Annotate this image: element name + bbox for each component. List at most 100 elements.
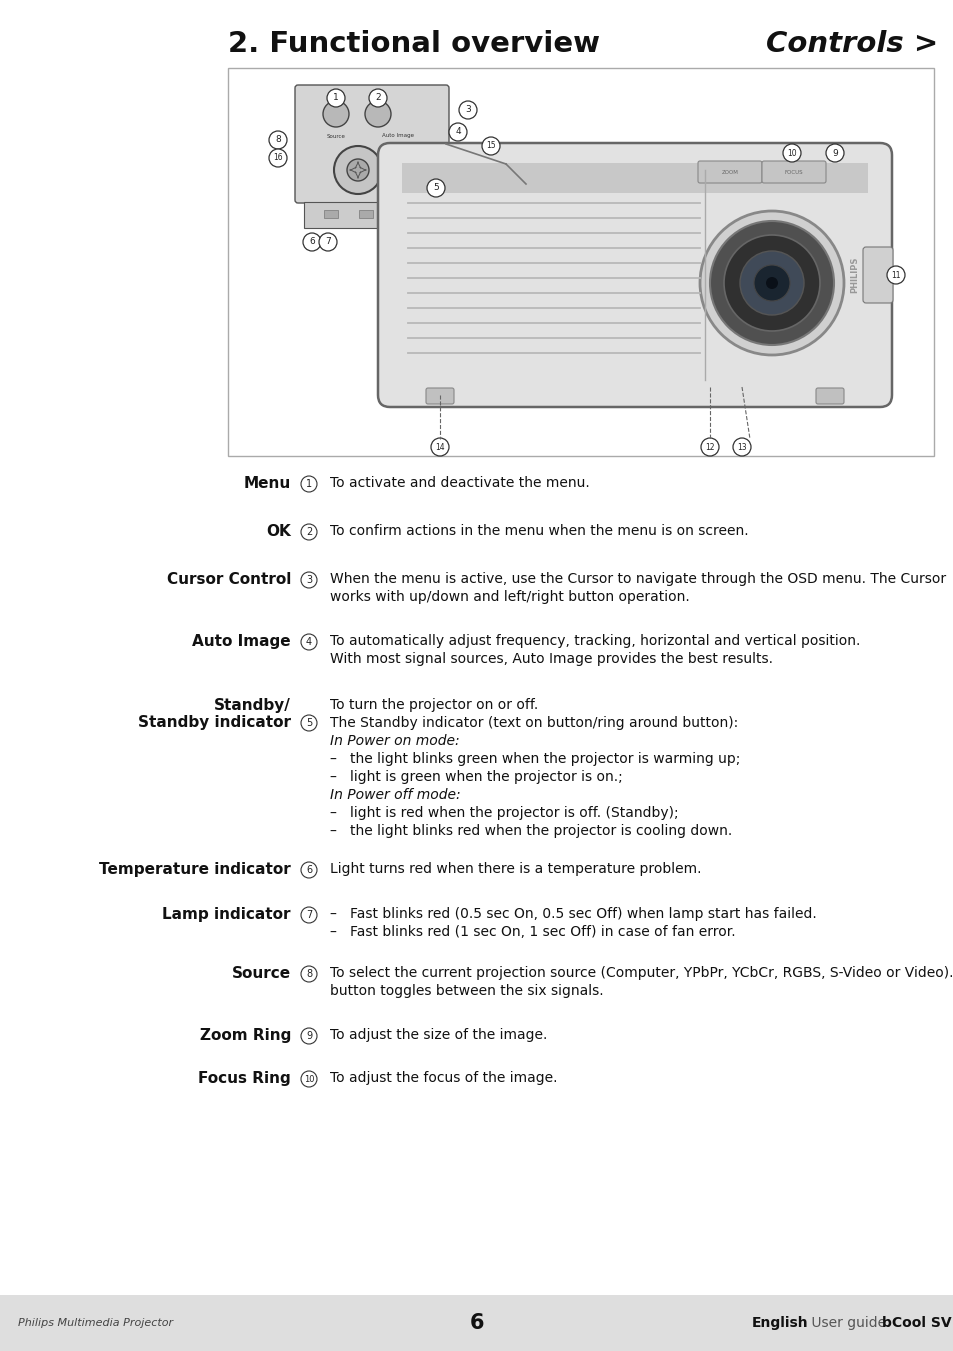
Text: 6: 6: [309, 238, 314, 246]
Circle shape: [301, 524, 316, 540]
Text: To adjust the focus of the image.: To adjust the focus of the image.: [330, 1071, 557, 1085]
Circle shape: [431, 438, 449, 457]
Circle shape: [740, 251, 803, 315]
FancyBboxPatch shape: [426, 388, 454, 404]
Text: 6: 6: [469, 1313, 484, 1333]
Circle shape: [301, 966, 316, 982]
Circle shape: [301, 862, 316, 878]
Circle shape: [753, 265, 789, 301]
Text: To automatically adjust frequency, tracking, horizontal and vertical position.: To automatically adjust frequency, track…: [330, 634, 860, 648]
Text: 7: 7: [325, 238, 331, 246]
Text: In Power on mode:: In Power on mode:: [330, 734, 459, 748]
Text: When the menu is active, use the Cursor to navigate through the OSD menu. The Cu: When the menu is active, use the Cursor …: [330, 571, 945, 586]
Circle shape: [449, 123, 467, 141]
Text: 8: 8: [306, 969, 312, 979]
Text: button toggles between the six signals.: button toggles between the six signals.: [330, 984, 603, 998]
Circle shape: [269, 149, 287, 168]
Text: Standby indicator: Standby indicator: [138, 715, 291, 730]
Circle shape: [458, 101, 476, 119]
Circle shape: [709, 222, 833, 345]
Text: Source: Source: [232, 966, 291, 981]
Circle shape: [301, 1028, 316, 1044]
Text: ZOOM: ZOOM: [720, 169, 738, 174]
Bar: [228, 68, 933, 457]
Text: –   Fast blinks red (0.5 sec On, 0.5 sec Off) when lamp start has failed.: – Fast blinks red (0.5 sec On, 0.5 sec O…: [330, 907, 816, 921]
Text: English: English: [751, 1316, 808, 1329]
Circle shape: [318, 232, 336, 251]
Text: bCool SV1: bCool SV1: [882, 1316, 953, 1329]
Circle shape: [369, 89, 387, 107]
Bar: [324, 209, 337, 218]
Circle shape: [301, 476, 316, 492]
Text: –   Fast blinks red (1 sec On, 1 sec Off) in case of fan error.: – Fast blinks red (1 sec On, 1 sec Off) …: [330, 925, 735, 939]
Text: 15: 15: [486, 142, 496, 150]
Text: –   light is red when the projector is off. (Standby);: – light is red when the projector is off…: [330, 807, 678, 820]
Bar: [0, 1296, 953, 1351]
Circle shape: [301, 715, 316, 731]
Text: 10: 10: [786, 149, 796, 158]
Bar: [358, 209, 373, 218]
Text: 1: 1: [306, 480, 312, 489]
Text: 6: 6: [306, 865, 312, 875]
Bar: [401, 163, 867, 193]
FancyBboxPatch shape: [698, 161, 761, 182]
Text: Philips Multimedia Projector: Philips Multimedia Projector: [18, 1319, 172, 1328]
Circle shape: [765, 277, 778, 289]
Text: 2: 2: [306, 527, 312, 536]
Text: –   the light blinks green when the projector is warming up;: – the light blinks green when the projec…: [330, 753, 740, 766]
Text: Zoom Ring: Zoom Ring: [199, 1028, 291, 1043]
Circle shape: [481, 136, 499, 155]
Circle shape: [301, 1071, 316, 1088]
FancyBboxPatch shape: [761, 161, 825, 182]
Text: With most signal sources, Auto Image provides the best results.: With most signal sources, Auto Image pro…: [330, 653, 772, 666]
Text: –   light is green when the projector is on.;: – light is green when the projector is o…: [330, 770, 622, 784]
Circle shape: [301, 571, 316, 588]
Text: 2: 2: [375, 93, 380, 103]
Circle shape: [700, 438, 719, 457]
Circle shape: [269, 131, 287, 149]
Text: 3: 3: [306, 576, 312, 585]
Text: OK: OK: [266, 524, 291, 539]
Text: To turn the projector on or off.: To turn the projector on or off.: [330, 698, 537, 712]
Circle shape: [700, 211, 843, 355]
Text: 12: 12: [704, 443, 714, 451]
Text: 5: 5: [433, 184, 438, 192]
Text: 2. Functional overview: 2. Functional overview: [228, 30, 599, 58]
Text: FOCUS: FOCUS: [784, 169, 802, 174]
Text: 1: 1: [333, 93, 338, 103]
Text: 5: 5: [306, 717, 312, 728]
Text: Light turns red when there is a temperature problem.: Light turns red when there is a temperat…: [330, 862, 700, 875]
Text: 3: 3: [465, 105, 471, 115]
Text: 4: 4: [455, 127, 460, 136]
Text: –   the light blinks red when the projector is cooling down.: – the light blinks red when the projecto…: [330, 824, 732, 838]
Text: Source: Source: [326, 134, 345, 139]
Text: works with up/down and left/right button operation.: works with up/down and left/right button…: [330, 590, 689, 604]
FancyBboxPatch shape: [862, 247, 892, 303]
FancyBboxPatch shape: [377, 143, 891, 407]
Text: 14: 14: [435, 443, 444, 451]
Circle shape: [347, 159, 369, 181]
Text: Auto Image: Auto Image: [193, 634, 291, 648]
Circle shape: [301, 634, 316, 650]
FancyBboxPatch shape: [294, 85, 449, 203]
Text: 9: 9: [831, 149, 837, 158]
Circle shape: [303, 232, 320, 251]
Text: In Power off mode:: In Power off mode:: [330, 788, 460, 802]
Text: 16: 16: [273, 154, 282, 162]
Circle shape: [782, 145, 801, 162]
Circle shape: [427, 178, 444, 197]
Text: Cursor Control: Cursor Control: [167, 571, 291, 586]
Circle shape: [723, 235, 820, 331]
Text: Controls >: Controls >: [765, 30, 937, 58]
Text: 9: 9: [306, 1031, 312, 1042]
Bar: [304, 203, 434, 228]
Text: To adjust the size of the image.: To adjust the size of the image.: [330, 1028, 547, 1042]
Text: To select the current projection source (Computer, YPbPr, YCbCr, RGBS, S-Video o: To select the current projection source …: [330, 966, 953, 979]
Text: PHILIPS: PHILIPS: [850, 257, 859, 293]
Text: 8: 8: [274, 135, 280, 145]
Text: Menu: Menu: [244, 476, 291, 490]
Text: Temperature indicator: Temperature indicator: [99, 862, 291, 877]
Text: To confirm actions in the menu when the menu is on screen.: To confirm actions in the menu when the …: [330, 524, 748, 538]
Text: The Standby indicator (text on button/ring around button):: The Standby indicator (text on button/ri…: [330, 716, 738, 730]
Circle shape: [323, 101, 349, 127]
